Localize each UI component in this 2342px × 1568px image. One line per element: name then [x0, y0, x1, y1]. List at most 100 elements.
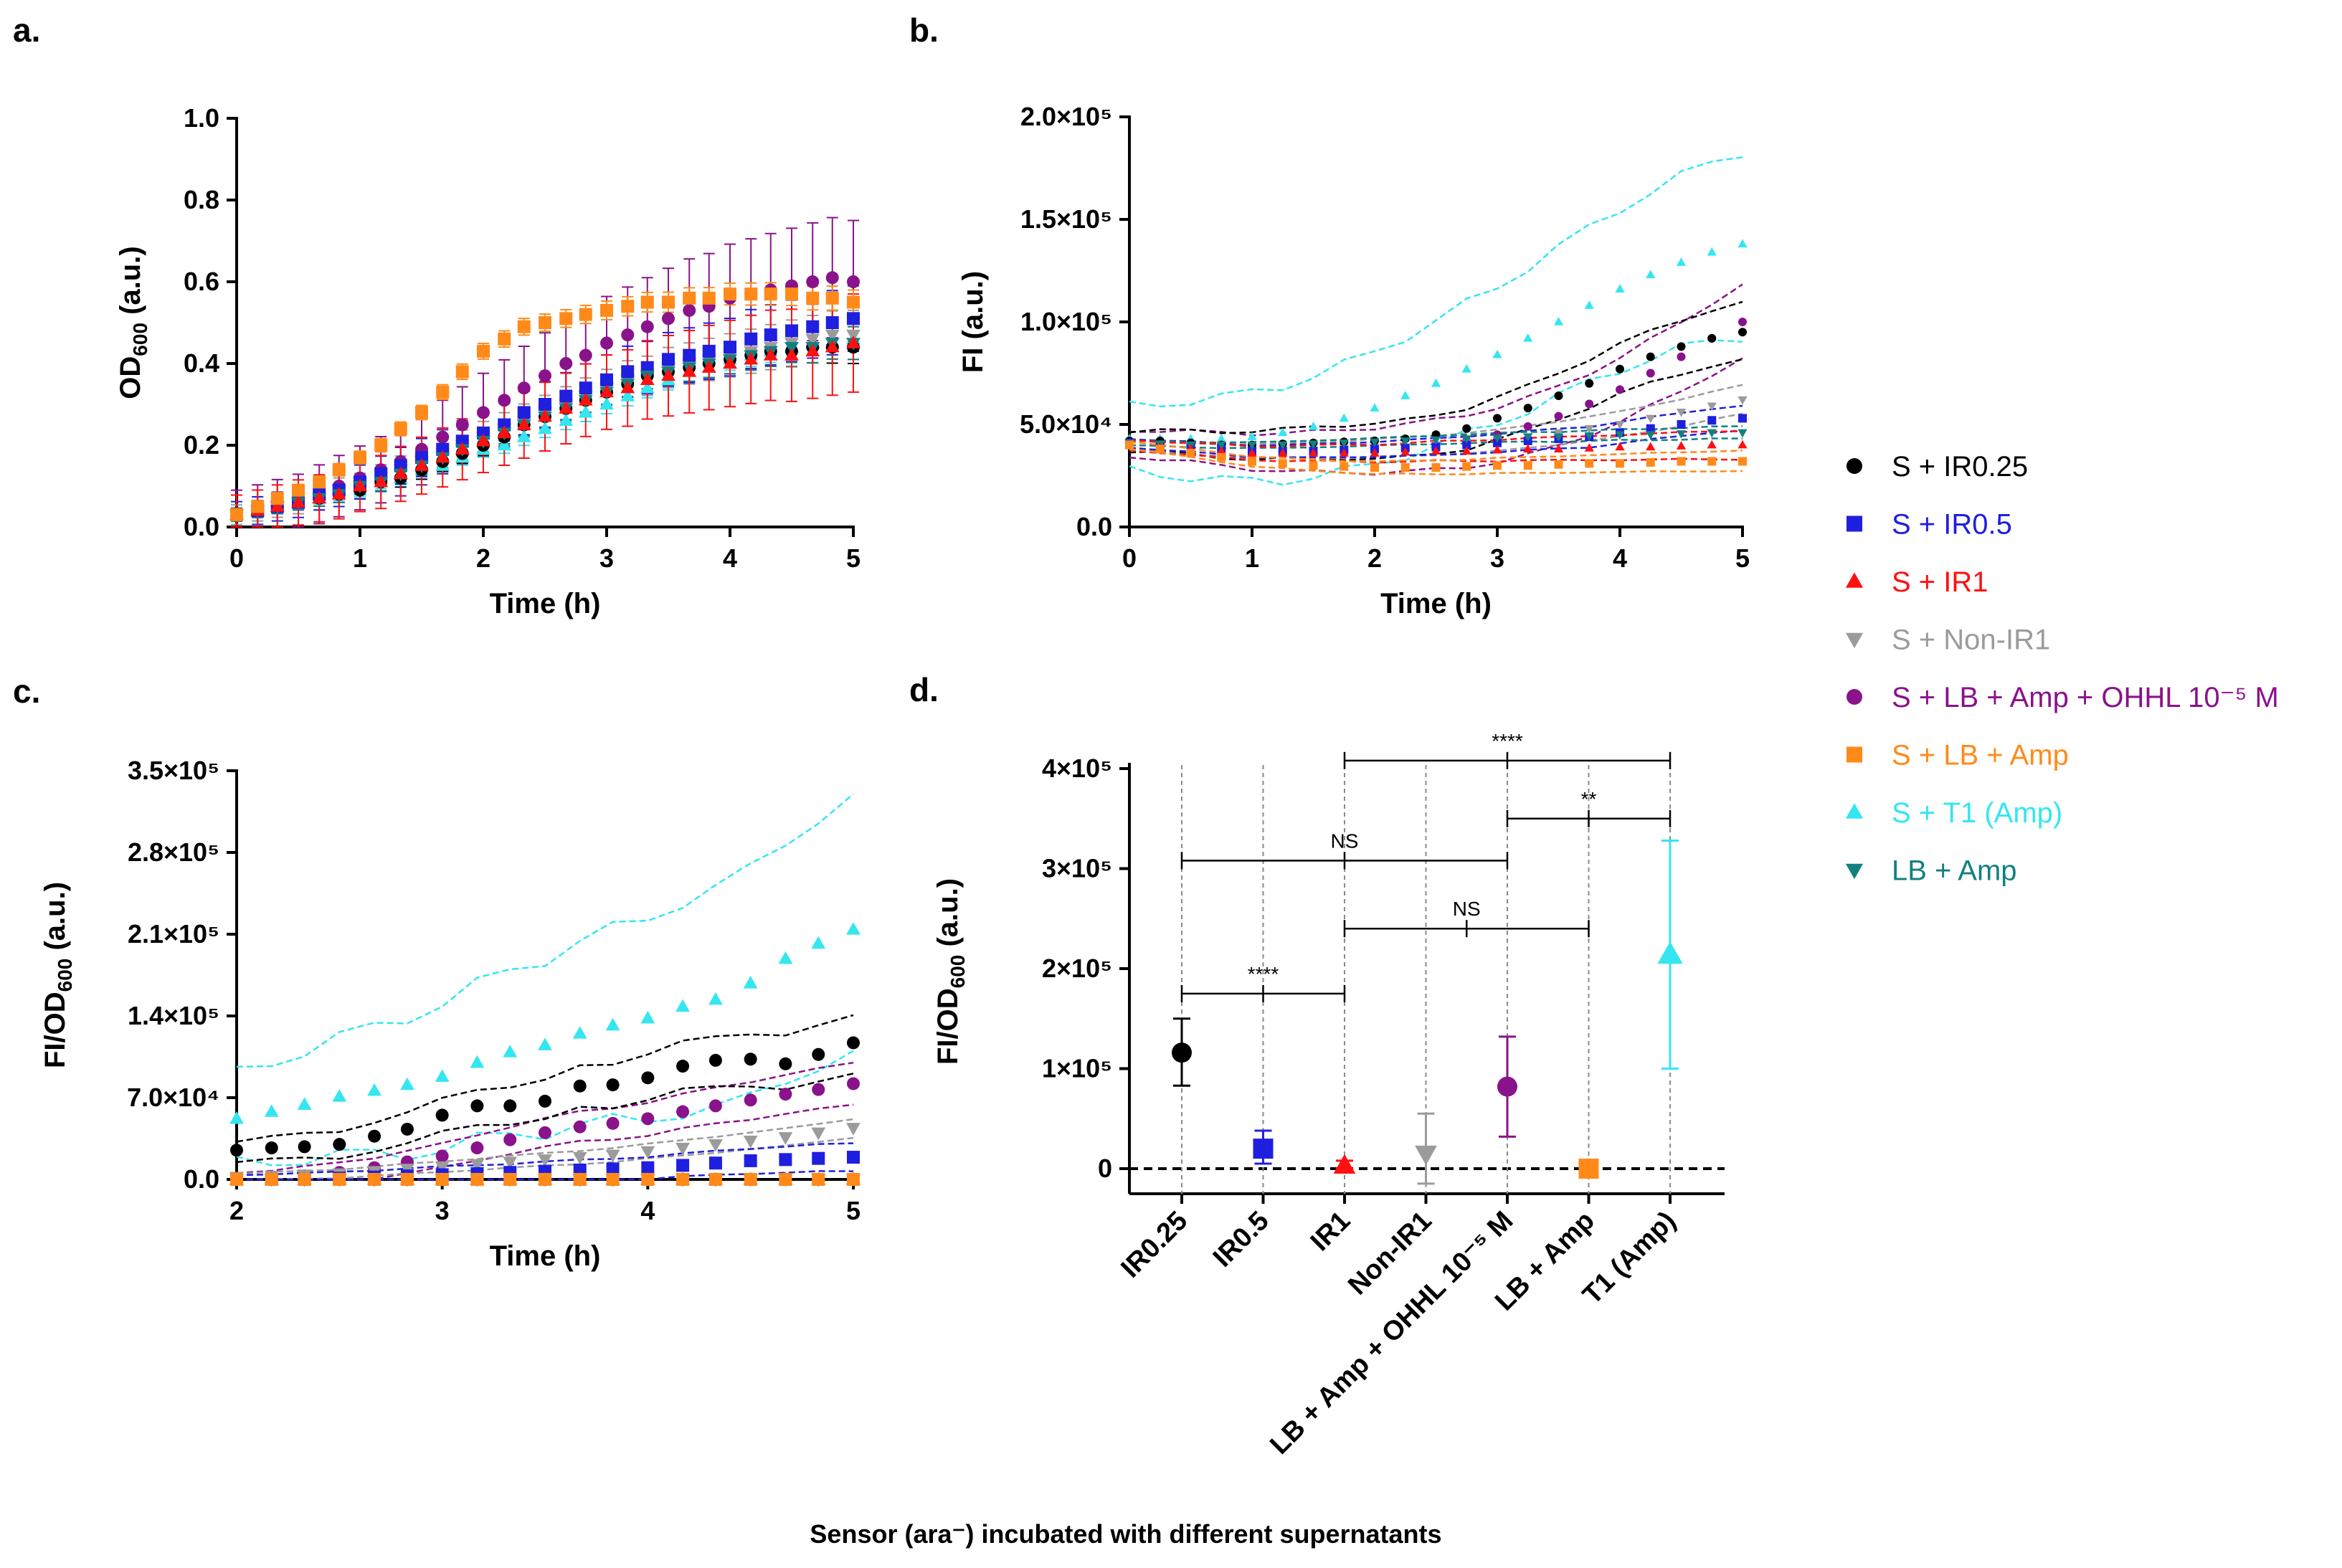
data-point-lbamp: [1738, 457, 1747, 466]
data-point-ir1: [784, 348, 799, 361]
data-point-lbamp: [498, 332, 511, 346]
data-point-ir05: [1738, 414, 1747, 423]
panel-b: b. 0 1 2 3 4 5 0.0 5.0×10⁴ 1.0×10⁵ 1.5×10⁵ 2.0×10⁵ T…: [909, 11, 1750, 619]
data-point-ir1: [435, 450, 450, 463]
series-band-line-ir025: [1129, 300, 1743, 434]
data-point-ir1: [763, 348, 778, 361]
data-point-ir1: [291, 495, 305, 508]
data-point-lbamp: [847, 295, 860, 309]
series-band-line-lbamp: [1129, 448, 1743, 475]
data-point-nonir1: [675, 1142, 690, 1156]
data-point-lbonly: [1308, 440, 1319, 450]
data-point-lbamp: [1186, 449, 1195, 458]
y-axis-label: FI/OD600 (a.u.): [932, 878, 969, 1065]
data-point-nonir1: [708, 1139, 723, 1152]
data-point-t1: [516, 429, 531, 442]
data-point-ir05: [662, 353, 675, 366]
series-band-line-ir025: [236, 1014, 854, 1143]
data-point-t1: [1461, 364, 1471, 373]
data-point-lbonly: [1400, 437, 1411, 446]
data-point-lbamp: [640, 295, 654, 309]
data-point-lbonly: [1584, 432, 1594, 441]
data-point-lbamp: [1125, 440, 1134, 450]
data-point-ohhl: [606, 1116, 620, 1130]
data-point-t1: [1584, 300, 1594, 309]
data-point-lbamp: [785, 288, 798, 301]
data-point-lbamp: [621, 300, 635, 313]
y-tick-label: 5.0×10⁴: [1020, 409, 1112, 439]
comparison-label: NS: [1453, 898, 1481, 920]
data-point-ir1: [312, 490, 327, 504]
legend-marker-t1: [1845, 803, 1864, 819]
y-tick-label: 1.4×10⁵: [128, 1001, 219, 1030]
legend-label-ohhl: S + LB + Amp + OHHL 10⁻⁵ M: [1892, 682, 2279, 713]
data-point-ir05: [1462, 440, 1471, 450]
data-point-nonir1: [846, 1123, 861, 1136]
data-point-lbamp: [744, 288, 758, 301]
data-point-ohhl: [812, 1083, 825, 1096]
data-point-ir1: [1247, 448, 1257, 457]
data-point-ir05: [1253, 1139, 1274, 1159]
data-point-ir1: [1400, 447, 1411, 456]
data-point-lbamp: [477, 344, 490, 358]
data-point-lbamp: [1578, 1159, 1599, 1179]
data-point-lbamp: [641, 1173, 655, 1186]
data-point-ir05: [517, 406, 531, 419]
data-point-lbonly: [1370, 438, 1380, 447]
data-point-lbamp: [251, 500, 265, 513]
data-point-lbamp: [539, 1173, 551, 1186]
y-tick-label: 0.0: [1076, 512, 1112, 541]
legend-label-t1: S + T1 (Amp): [1892, 797, 2062, 829]
data-point-lbamp: [779, 1173, 792, 1186]
data-point-ir1: [516, 417, 531, 430]
data-point-lbamp: [1523, 461, 1532, 470]
data-point-ohhl: [1523, 422, 1532, 431]
data-point-t1: [605, 1017, 620, 1031]
x-tick-label: 3: [435, 1196, 450, 1225]
data-point-lbonly: [1216, 441, 1226, 450]
data-point-lbamp: [606, 1173, 620, 1186]
data-point-ohhl: [1554, 412, 1563, 421]
data-point-ohhl: [539, 1126, 551, 1139]
data-point-t1: [538, 1037, 552, 1050]
data-point-ohhl: [498, 394, 511, 407]
data-point-lbamp: [292, 483, 305, 497]
data-point-ohhl: [1677, 352, 1686, 361]
data-point-lbonly: [1553, 433, 1564, 442]
data-point-ohhl: [1497, 1076, 1517, 1097]
data-point-t1: [559, 413, 574, 426]
data-point-nonir1: [1737, 396, 1748, 405]
data-point-ohhl: [455, 418, 469, 432]
data-point-lbamp: [662, 295, 675, 309]
data-point-ir025: [333, 1138, 346, 1151]
data-point-ohhl: [640, 320, 654, 333]
data-point-ir1: [353, 478, 367, 492]
data-point-lbonly: [1247, 441, 1257, 450]
data-point-nonir1: [1676, 409, 1687, 417]
data-point-lbonly: [1461, 435, 1471, 444]
data-point-t1: [1492, 349, 1502, 358]
data-point-t1: [1657, 941, 1683, 964]
data-point-nonir1: [811, 1127, 826, 1141]
data-point-ir05: [744, 332, 758, 346]
data-point-lbamp: [436, 385, 450, 399]
data-point-ir05: [600, 373, 613, 386]
data-point-ohhl: [573, 1120, 587, 1134]
x-axis-label: Time (h): [1380, 588, 1492, 619]
x-tick-label: 5: [846, 1196, 861, 1225]
data-point-ir1: [599, 384, 614, 398]
data-point-ohhl: [559, 357, 573, 370]
data-point-t1: [1707, 247, 1717, 256]
y-tick-label: 2.8×10⁵: [128, 837, 219, 867]
data-point-ir025: [847, 1036, 860, 1050]
data-point-nonir1: [1584, 424, 1594, 434]
panel-d: d. 0 1×10⁵ 2×10⁵ 3×10⁵ 4×10⁵ FI/OD600 (a.u.) IR…: [909, 671, 1725, 1460]
legend-label-nonir1: S + Non-IR1: [1892, 624, 2050, 656]
data-point-lbonly: [1492, 434, 1502, 443]
y-tick-label: 4×10⁵: [1042, 754, 1112, 783]
data-point-t1: [743, 976, 758, 989]
data-point-ir05: [559, 389, 573, 403]
data-point-lbamp: [559, 312, 573, 326]
x-tick-label: 2: [1367, 543, 1382, 573]
